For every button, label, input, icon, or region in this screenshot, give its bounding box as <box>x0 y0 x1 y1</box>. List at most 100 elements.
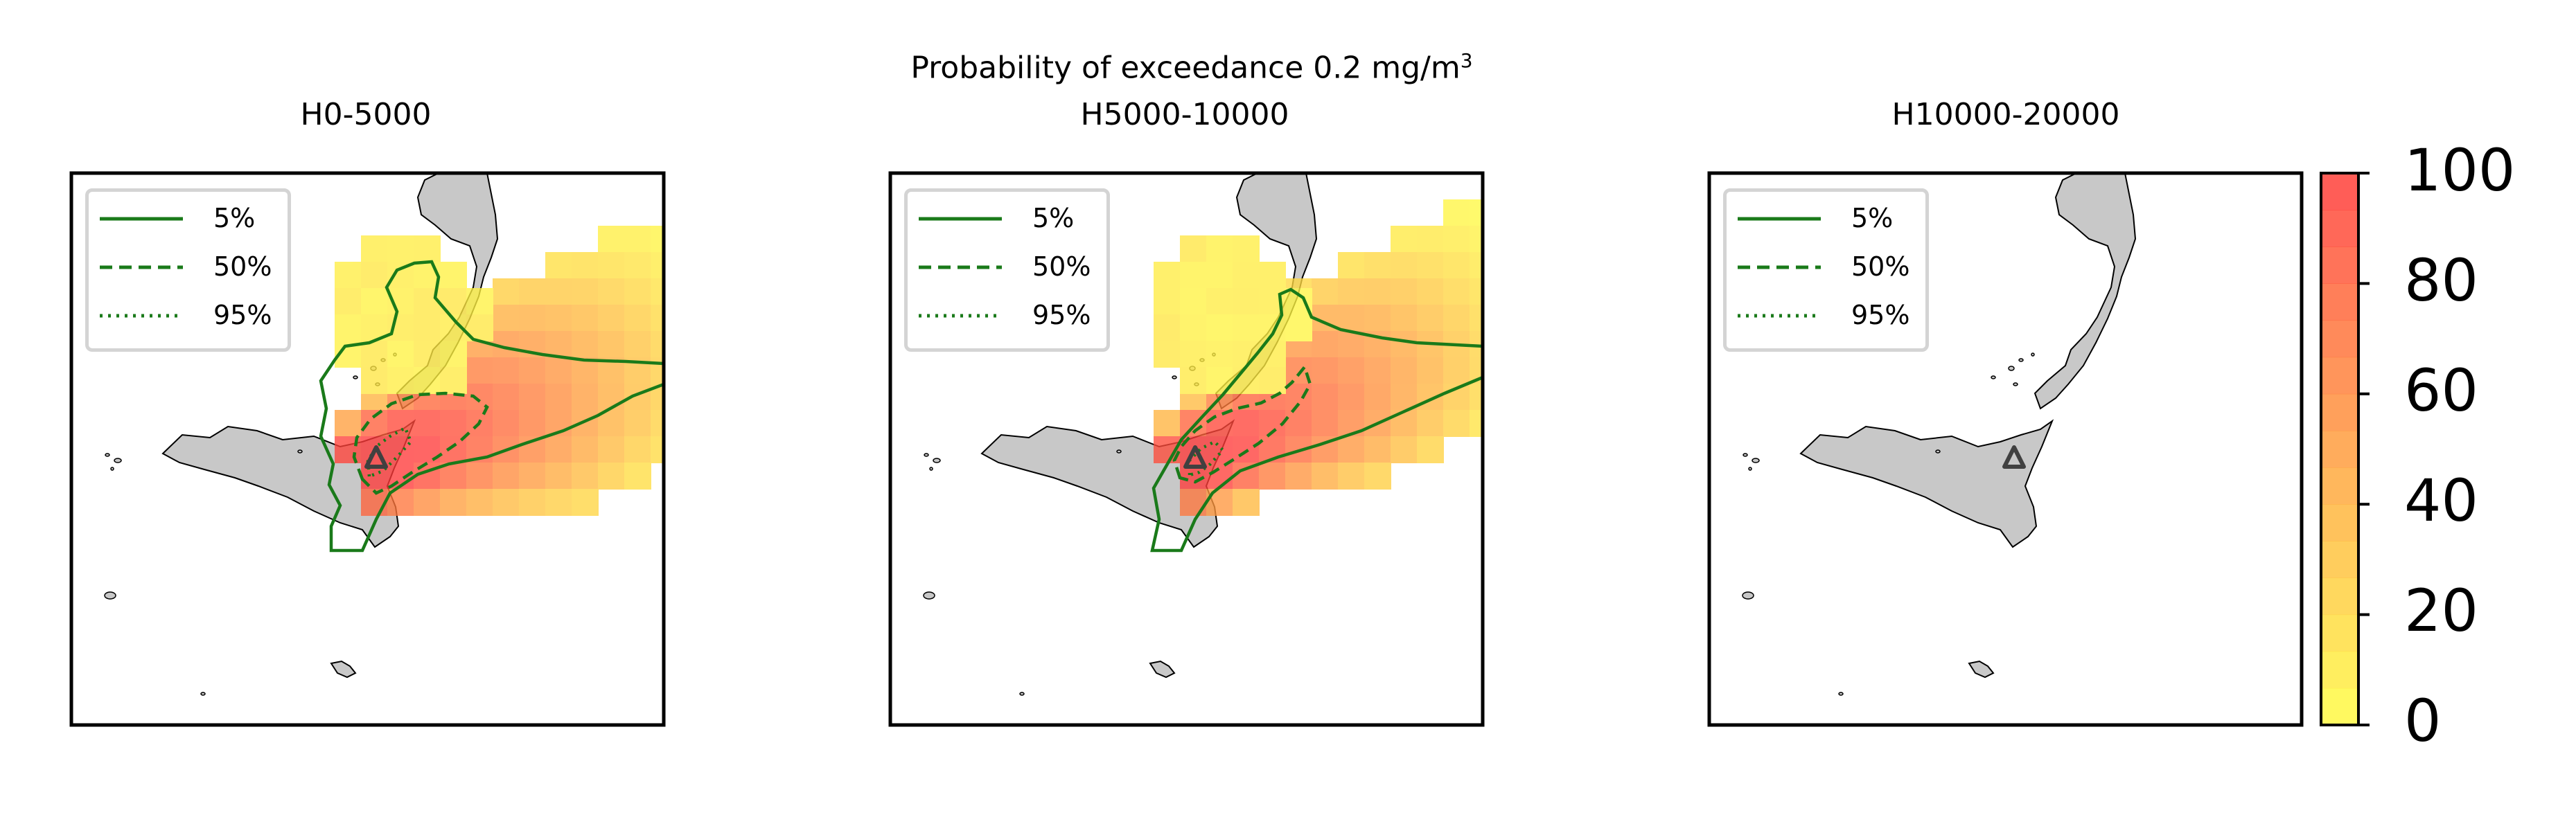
heatmap-cell <box>1417 278 1444 305</box>
heatmap-cell <box>1391 410 1418 437</box>
heatmap-cell <box>598 436 625 463</box>
small-island <box>1743 592 1754 599</box>
colorbar-tick-label-100: 100 <box>2404 139 2515 201</box>
legend-label: 95% <box>1032 298 1091 332</box>
heatmap-cell <box>1312 357 1339 384</box>
heatmap-cell <box>1443 410 1470 437</box>
heatmap-cell <box>361 262 388 289</box>
heatmap-cell <box>624 252 651 279</box>
heatmap-cell <box>466 357 493 384</box>
heatmap-cell <box>1391 252 1418 279</box>
colorbar-level <box>2321 577 2358 615</box>
heatmap-cell <box>1391 226 1418 253</box>
heatmap-cell <box>361 367 388 394</box>
heatmap-cell <box>1443 278 1470 305</box>
heatmap-cell <box>598 278 625 305</box>
legend-line-dotted <box>1738 312 1842 319</box>
legend-entry-50pct: 50% <box>1727 246 1925 287</box>
heatmap-cell <box>493 384 520 411</box>
legend-entry-50pct: 50% <box>89 246 288 287</box>
heatmap-cell <box>387 410 414 437</box>
small-island <box>1117 450 1121 453</box>
heatmap-cell <box>1443 357 1470 384</box>
heatmap-cell <box>1180 367 1207 394</box>
heatmap-cell <box>387 367 414 394</box>
heatmap-cell <box>414 341 441 368</box>
heatmap-cell <box>545 384 572 411</box>
heatmap-cell <box>493 357 520 384</box>
heatmap-cell <box>545 305 572 332</box>
heatmap-cell <box>414 367 441 394</box>
heatmap-cell <box>572 436 599 463</box>
heatmap-cell <box>519 410 546 437</box>
small-island <box>1743 454 1747 456</box>
heatmap-cell <box>1364 436 1391 463</box>
heatmap-cell <box>1233 262 1260 289</box>
colorbar-tick-label-0: 0 <box>2404 690 2441 752</box>
heatmap-cell <box>1233 489 1260 516</box>
heatmap-cell <box>1417 252 1444 279</box>
heatmap-cell <box>440 410 467 437</box>
legend-label: 5% <box>1032 201 1074 235</box>
heatmap-cell <box>1233 235 1260 262</box>
legend-entry-5pct: 5% <box>1727 197 1925 239</box>
small-island <box>2009 366 2014 370</box>
heatmap-cell <box>335 314 362 341</box>
malta-island <box>1150 661 1174 677</box>
heatmap-cell <box>1338 357 1365 384</box>
small-island <box>924 592 935 599</box>
heatmap-cell <box>1180 489 1207 516</box>
legend-line-dotted <box>919 312 1023 319</box>
heatmap-cell <box>361 288 388 315</box>
legend-entry-5pct: 5% <box>908 197 1106 239</box>
heatmap-cell <box>1285 410 1312 437</box>
legend-panel-3: 5% 50% 95% <box>1723 188 1929 352</box>
heatmap-cell <box>1259 262 1286 289</box>
legend-label: 50% <box>1851 250 1909 283</box>
small-island <box>933 458 940 463</box>
heatmap-cell <box>493 410 520 437</box>
heatmap-cell <box>1391 436 1418 463</box>
heatmap-cell <box>466 489 493 516</box>
heatmap-cell <box>1233 288 1260 315</box>
malta-island <box>331 661 355 677</box>
heatmap-cell <box>1206 262 1233 289</box>
colorbar-level <box>2321 173 2358 211</box>
colorbar-level <box>2321 357 2358 395</box>
heatmap-cell <box>1259 463 1286 490</box>
colorbar-tick-label-20: 20 <box>2404 580 2478 642</box>
heatmap-cell <box>1312 410 1339 437</box>
legend-line-dashed <box>919 264 1023 271</box>
heatmap-cell <box>387 341 414 368</box>
small-island <box>1752 458 1759 463</box>
legend-entry-95pct: 95% <box>89 294 288 336</box>
legend-line-dashed <box>1738 264 1842 271</box>
heatmap-cell <box>519 489 546 516</box>
heatmap-cell <box>1417 410 1444 437</box>
small-island <box>105 454 109 456</box>
heatmap-cell <box>519 463 546 490</box>
heatmap-cell <box>387 235 414 262</box>
heatmap-cell <box>1391 305 1418 332</box>
heatmap-cell <box>1312 384 1339 411</box>
heatmap-cell <box>1338 463 1365 490</box>
probability-heatmap <box>335 226 678 516</box>
heatmap-cell <box>1417 357 1444 384</box>
heatmap-cell <box>1285 463 1312 490</box>
heatmap-cell <box>572 410 599 437</box>
legend-entry-95pct: 95% <box>1727 294 1925 336</box>
heatmap-cell <box>624 436 651 463</box>
legend-panel-1: 5% 50% 95% <box>85 188 291 352</box>
legend-line-dotted <box>100 312 204 319</box>
heatmap-cell <box>1206 367 1233 394</box>
heatmap-cell <box>440 262 467 289</box>
heatmap-cell <box>1364 384 1391 411</box>
colorbar-level <box>2321 652 2358 689</box>
legend-line-dashed <box>100 264 204 271</box>
heatmap-cell <box>361 235 388 262</box>
malta-island <box>1969 661 1993 677</box>
small-island <box>353 376 358 379</box>
heatmap-cell <box>1364 252 1391 279</box>
